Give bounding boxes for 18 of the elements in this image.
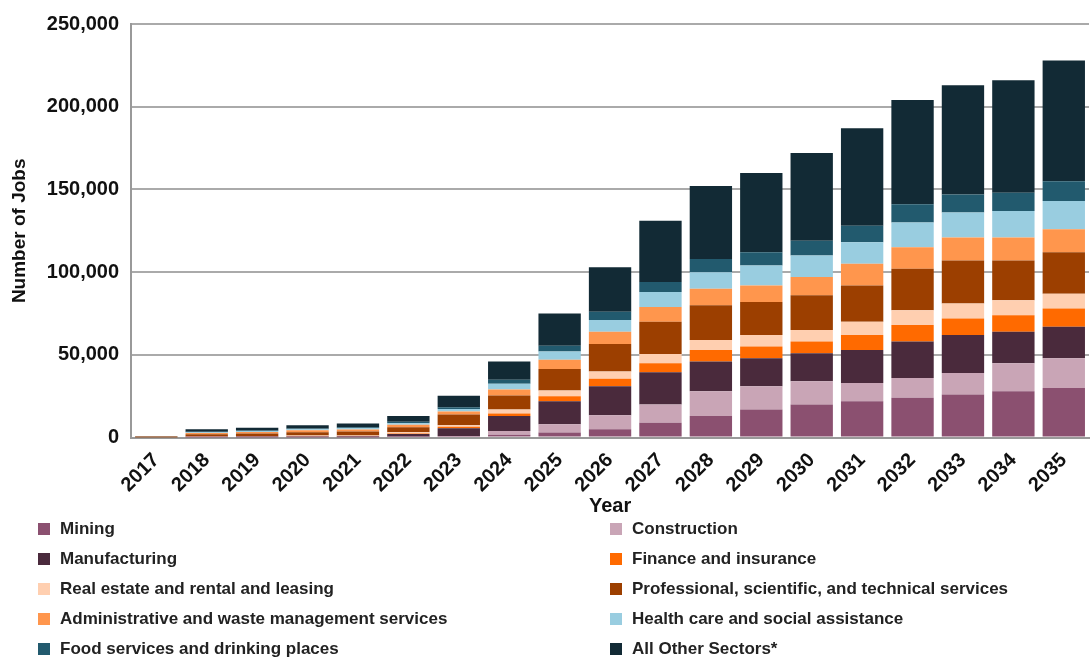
legend-label: All Other Sectors* bbox=[632, 638, 778, 659]
legend-label: Health care and social assistance bbox=[632, 608, 904, 629]
y-axis-title: Number of Jobs bbox=[7, 158, 29, 304]
y-tick-label: 250,000 bbox=[46, 11, 120, 34]
legend-label: Food services and drinking places bbox=[60, 638, 339, 659]
legend-label: Real estate and rental and leasing bbox=[60, 578, 334, 599]
x-axis-title: Year bbox=[588, 493, 632, 516]
y-tick-label: 100,000 bbox=[46, 259, 120, 282]
y-tick-label: 200,000 bbox=[46, 94, 120, 117]
legend-label: Administrative and waste management services bbox=[60, 608, 448, 629]
legend-label: Manufacturing bbox=[60, 548, 178, 569]
y-tick-label: 0 bbox=[107, 425, 120, 448]
legend-label: Finance and insurance bbox=[632, 548, 817, 569]
legend-label: Professional, scientific, and technical services bbox=[632, 578, 1009, 599]
y-tick-label: 150,000 bbox=[46, 176, 120, 199]
legend-label: Mining bbox=[60, 518, 115, 539]
legend-label: Construction bbox=[632, 518, 738, 539]
y-tick-label: 50,000 bbox=[57, 342, 120, 365]
